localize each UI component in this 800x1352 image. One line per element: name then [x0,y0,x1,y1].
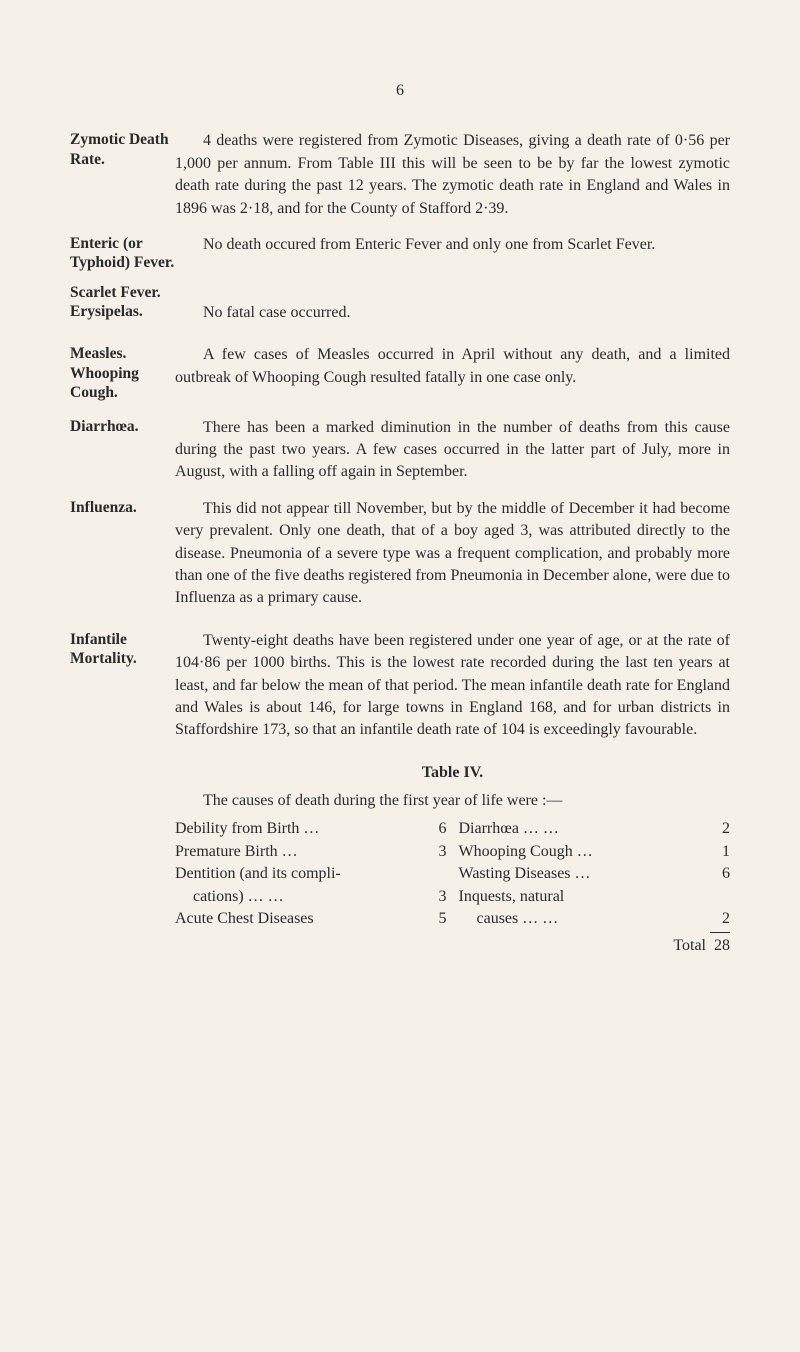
cause-line: Premature Birth …3 [175,841,447,863]
section-influenza: Influenza. This did not appear till Nove… [70,498,730,610]
cause-number: 2 [706,908,730,930]
cause-number [423,863,447,885]
table4-total-value: 28 [714,937,730,954]
label-measles-whooping: Measles. Whooping Cough. [70,344,175,402]
section-scarlet: Scarlet Fever. [70,283,730,302]
table4-label-spacer [70,752,175,958]
cause-label: causes … … [459,908,707,930]
cause-label: Inquests, natural [459,886,707,908]
table4-intro: The causes of death during the first yea… [175,790,730,812]
label-erysipelas: Erysipelas. [70,302,175,324]
text-measles: A few cases of Measles occurred in April… [175,344,730,402]
cause-number: 6 [706,863,730,885]
table4-total: Total 28 [453,935,731,957]
section-erysipelas: Erysipelas. No fatal case occurred. [70,302,730,324]
cause-label: Wasting Diseases … [459,863,707,885]
cause-number: 6 [423,818,447,840]
cause-number: 3 [423,841,447,863]
section-zymotic: Zymotic Death Rate. 4 deaths were regist… [70,130,730,220]
cause-label: Debility from Birth … [175,818,423,840]
text-diarrhoea: There has been a marked diminution in th… [175,417,730,484]
table4-content: Table IV. The causes of death during the… [175,752,730,958]
label-whooping: Whooping Cough. [70,365,139,401]
cause-label: Premature Birth … [175,841,423,863]
label-infantile: Infantile Mortality. [70,630,175,742]
cause-line: Diarrhœa … …2 [459,818,731,840]
cause-number: 2 [706,818,730,840]
label-scarlet: Scarlet Fever. [70,283,175,302]
cause-line: causes … …2 [459,908,731,930]
text-scarlet-empty [175,283,730,302]
cause-label: Diarrhœa … … [459,818,707,840]
text-erysipelas: No fatal case occurred. [175,302,730,324]
cause-number: 1 [706,841,730,863]
table4-rule [710,932,730,933]
table4-columns: Debility from Birth …6Premature Birth …3… [175,818,730,930]
section-infantile: Infantile Mortality. Twenty-eight deaths… [70,630,730,742]
table4-title: Table IV. [175,762,730,784]
text-zymotic: 4 deaths were registered from Zymotic Di… [175,130,730,220]
section-diarrhoea: Diarrhœa. There has been a marked diminu… [70,417,730,484]
cause-line: Dentition (and its compli- [175,863,447,885]
table4-total-label: Total [673,937,706,954]
table4-right-col: Diarrhœa … …2Whooping Cough …1Wasting Di… [459,818,731,930]
table4-wrapper: Table IV. The causes of death during the… [70,752,730,958]
text-enteric: No death occured from Enteric Fever and … [175,234,730,273]
cause-number: 5 [423,908,447,930]
section-measles: Measles. Whooping Cough. A few cases of … [70,344,730,402]
table4-left-col: Debility from Birth …6Premature Birth …3… [175,818,447,930]
page: 6 Zymotic Death Rate. 4 deaths were regi… [0,0,800,1008]
table4-total-wrap: Total 28 [175,930,730,957]
label-measles: Measles. [70,345,126,362]
cause-line: cations) … …3 [175,886,447,908]
cause-line: Inquests, natural [459,886,731,908]
cause-label: Acute Chest Diseases [175,908,423,930]
cause-line: Acute Chest Diseases5 [175,908,447,930]
text-infantile: Twenty-eight deaths have been registered… [175,630,730,742]
label-zymotic: Zymotic Death Rate. [70,130,175,220]
cause-label: Dentition (and its compli- [175,863,423,885]
cause-number [706,886,730,908]
text-influenza: This did not appear till November, but b… [175,498,730,610]
cause-line: Whooping Cough …1 [459,841,731,863]
cause-number: 3 [423,886,447,908]
cause-line: Wasting Diseases …6 [459,863,731,885]
cause-line: Debility from Birth …6 [175,818,447,840]
label-influenza: Influenza. [70,498,175,610]
page-number: 6 [70,80,730,102]
section-enteric: Enteric (or Typhoid) Fever. No death occ… [70,234,730,273]
label-diarrhoea: Diarrhœa. [70,417,175,484]
cause-label: cations) … … [175,886,423,908]
cause-label: Whooping Cough … [459,841,707,863]
label-enteric: Enteric (or Typhoid) Fever. [70,234,175,273]
